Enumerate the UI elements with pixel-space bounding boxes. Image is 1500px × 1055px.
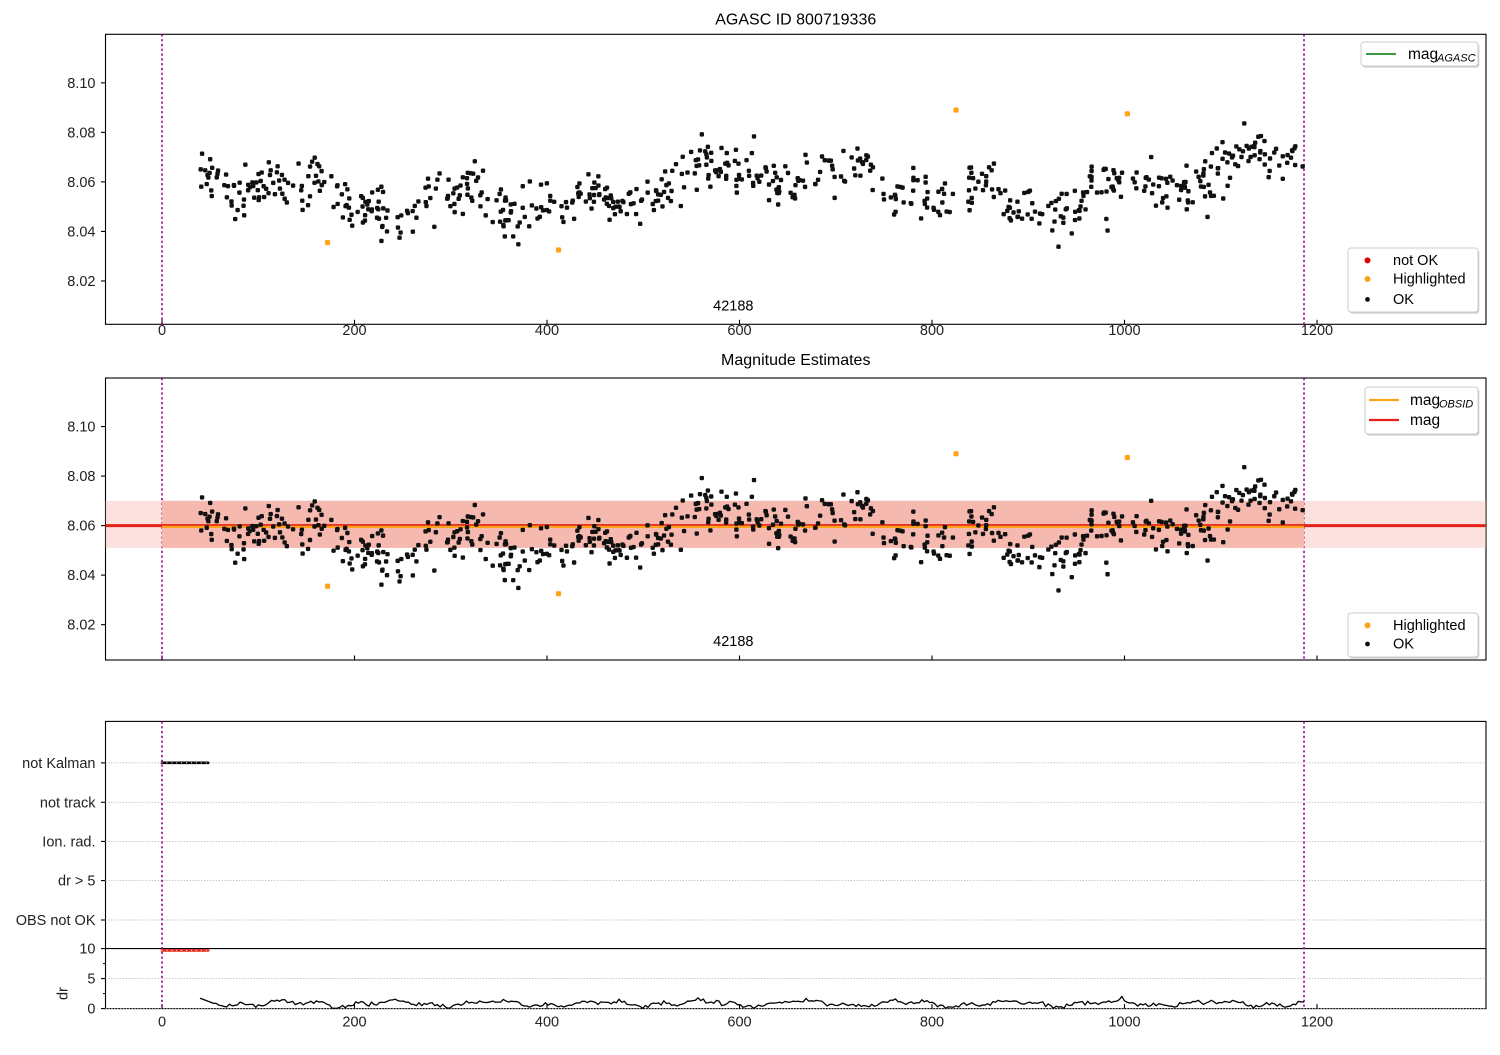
svg-text:10: 10 (79, 942, 95, 958)
svg-text:8.02: 8.02 (67, 274, 95, 290)
svg-text:not track: not track (40, 795, 96, 811)
svg-text:Ion. rad.: Ion. rad. (42, 834, 95, 850)
svg-text:400: 400 (535, 323, 559, 339)
svg-text:200: 200 (342, 323, 366, 339)
svg-text:800: 800 (920, 1015, 944, 1031)
svg-text:8.10: 8.10 (67, 420, 95, 436)
svg-text:8.04: 8.04 (67, 224, 95, 240)
svg-text:8.08: 8.08 (67, 469, 95, 485)
svg-text:8.06: 8.06 (67, 175, 95, 191)
svg-text:not OK: not OK (1393, 253, 1438, 269)
svg-text:AGASC: AGASC (1436, 53, 1476, 65)
svg-text:mag: mag (1410, 412, 1440, 429)
svg-text:mag: mag (1410, 392, 1440, 409)
svg-text:not Kalman: not Kalman (22, 756, 95, 772)
svg-text:600: 600 (727, 1015, 751, 1031)
svg-text:Highlighted: Highlighted (1393, 272, 1466, 288)
svg-text:Highlighted: Highlighted (1393, 618, 1466, 634)
svg-text:8.04: 8.04 (67, 568, 95, 584)
svg-text:Magnitude Estimates: Magnitude Estimates (721, 352, 870, 369)
svg-text:mag: mag (1408, 46, 1438, 63)
svg-text:1200: 1200 (1301, 323, 1333, 339)
svg-text:1000: 1000 (1108, 1015, 1140, 1031)
svg-text:1000: 1000 (1108, 323, 1140, 339)
svg-text:0: 0 (87, 1002, 95, 1018)
svg-text:42188: 42188 (713, 634, 753, 650)
svg-text:8.06: 8.06 (67, 519, 95, 535)
svg-text:dr > 5: dr > 5 (58, 874, 95, 890)
svg-text:8.08: 8.08 (67, 125, 95, 141)
svg-text:0: 0 (158, 1015, 166, 1031)
svg-text:OBSID: OBSID (1439, 399, 1473, 411)
svg-text:200: 200 (342, 1015, 366, 1031)
svg-text:5: 5 (87, 972, 95, 988)
svg-text:42188: 42188 (713, 298, 753, 314)
svg-text:OK: OK (1393, 292, 1414, 308)
svg-text:AGASC ID 800719336: AGASC ID 800719336 (715, 11, 876, 28)
svg-text:0: 0 (158, 323, 166, 339)
svg-text:600: 600 (727, 323, 751, 339)
svg-text:8.02: 8.02 (67, 618, 95, 634)
svg-text:8.10: 8.10 (67, 76, 95, 92)
svg-text:1200: 1200 (1301, 1015, 1333, 1031)
svg-text:OK: OK (1393, 637, 1414, 653)
svg-text:800: 800 (920, 323, 944, 339)
svg-text:dr: dr (56, 987, 72, 1000)
svg-text:OBS not OK: OBS not OK (16, 913, 96, 929)
svg-text:400: 400 (535, 1015, 559, 1031)
